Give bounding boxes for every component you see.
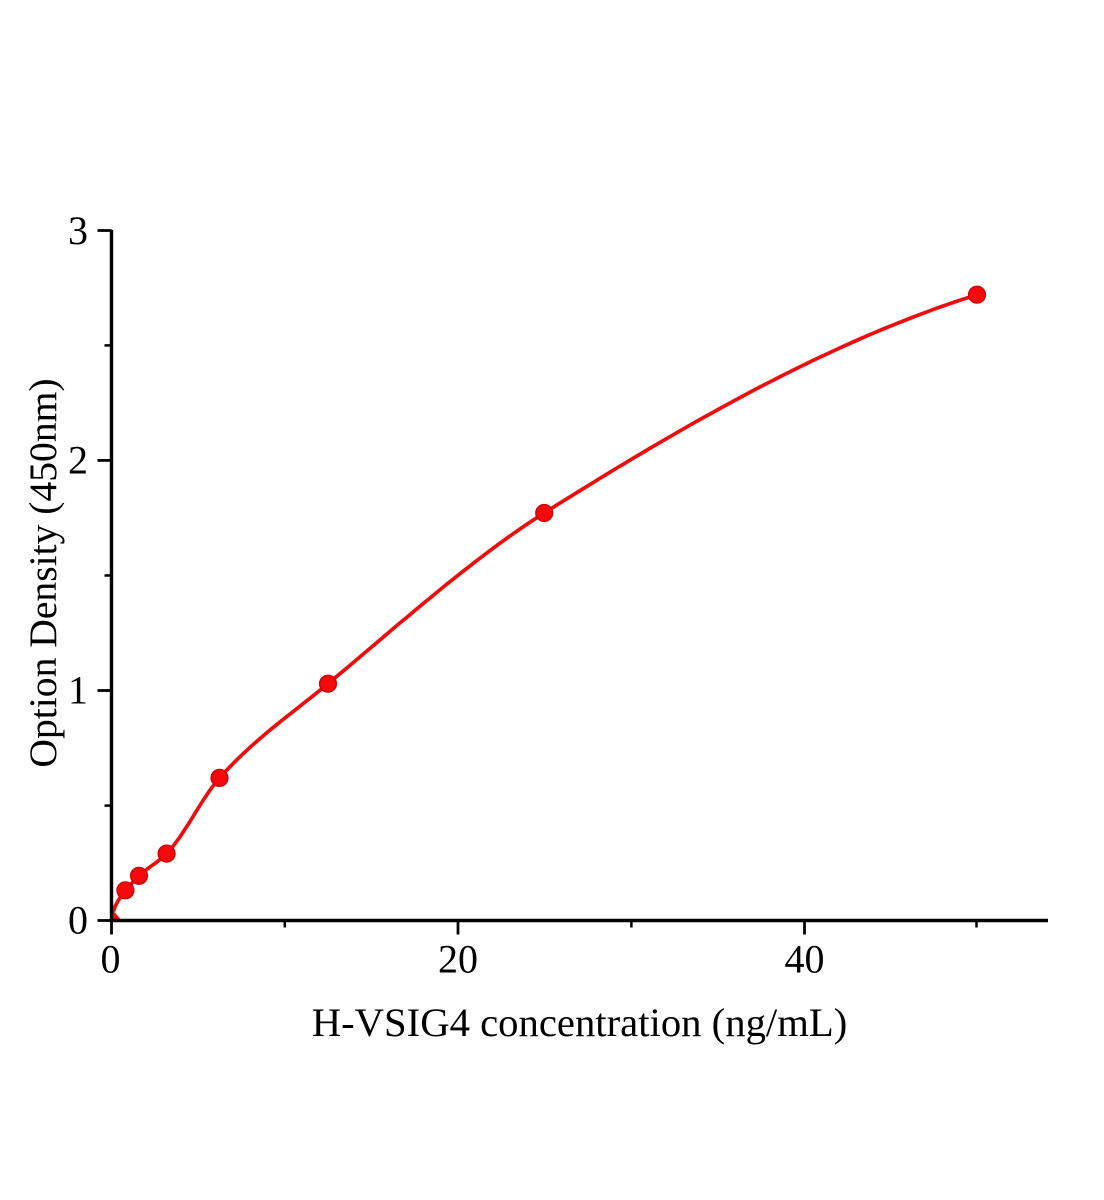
svg-text:H-VSIG4 concentration (ng/mL): H-VSIG4 concentration (ng/mL) [312,1000,848,1045]
svg-text:20: 20 [438,937,478,982]
svg-text:2: 2 [68,437,88,482]
svg-text:40: 40 [785,937,825,982]
svg-text:0: 0 [68,898,88,943]
svg-text:1: 1 [68,668,88,713]
svg-text:3: 3 [68,208,88,253]
svg-text:0: 0 [101,937,121,982]
svg-text:Option Density (450nm): Option Density (450nm) [21,378,65,767]
